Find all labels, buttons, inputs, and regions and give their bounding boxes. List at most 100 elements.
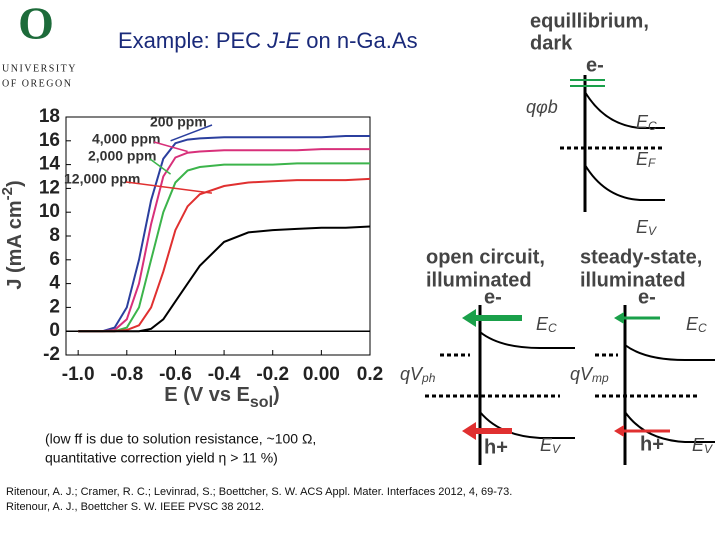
x-tick-label: -0.6 [159, 364, 192, 385]
title-part: J-E [266, 28, 300, 53]
label-part: E [692, 435, 705, 455]
label-arrow [153, 141, 188, 153]
series-line [78, 177, 371, 333]
band-label: EF [636, 149, 656, 170]
reference: Ritenour, A. J.; Cramer, R. C.; Levinrad… [6, 486, 512, 498]
band-label: EV [692, 435, 713, 456]
logo-letter: O [18, 0, 54, 49]
logo-line: OF OREGON [2, 78, 72, 89]
diagram-title: illuminated [426, 269, 532, 291]
x-tick-label: -0.8 [110, 364, 143, 385]
diagram-title: dark [530, 32, 573, 54]
x-tick-label: 0.2 [357, 364, 383, 385]
series-label: 2,000 ppm [88, 148, 156, 164]
label-part: V [648, 224, 657, 238]
series-line [78, 225, 371, 333]
y-tick-label: 6 [49, 249, 60, 270]
carrier-label: e- [586, 54, 604, 76]
y-tick-label: 8 [49, 225, 60, 246]
band-label: EV [636, 217, 657, 238]
label-part: mp [592, 371, 609, 385]
series-line [78, 162, 370, 333]
logo-line: UNIVERSITY [2, 63, 77, 74]
band-edge [584, 91, 665, 129]
band-label: qφb [526, 97, 558, 117]
x-tick-label: 0.00 [303, 364, 340, 385]
series-line [78, 135, 370, 333]
y-tick-label: 0 [49, 320, 60, 341]
title-part: on n-Ga.As [300, 28, 417, 53]
series-line [78, 148, 370, 333]
carrier-label: h+ [640, 433, 664, 455]
label-part: E [540, 435, 553, 455]
band-diagram: open circuit, illuminated e- EC qVph h+ … [400, 246, 575, 465]
band-label: EC [536, 314, 557, 335]
x-tick-label: -0.4 [208, 364, 241, 385]
label-part: E (V vs E [164, 384, 250, 406]
arrow-head [614, 425, 624, 437]
band-diagram: steady-state, illuminated e- EC qVmp h+ … [570, 246, 715, 465]
y-tick-label: 2 [49, 296, 60, 317]
label-part: ) [273, 384, 280, 406]
band-label: EC [636, 112, 657, 133]
band-label: qVph [400, 364, 436, 385]
series-label: 200 ppm [150, 114, 207, 130]
label-part: C [548, 321, 557, 335]
band-edge [479, 411, 575, 439]
label-part: C [698, 321, 707, 335]
series-label: 12,000 ppm [64, 171, 140, 187]
label-part: -2 [0, 187, 16, 200]
y-tick-label: 14 [39, 154, 61, 175]
title: Example: PEC J-E on n-Ga.As [118, 28, 418, 53]
band-edge [479, 331, 575, 349]
carrier-label: h+ [484, 436, 508, 458]
band-edge [624, 411, 715, 443]
label-part: F [648, 156, 656, 170]
diagram-title: steady-state, [580, 246, 702, 268]
note: quantitative correction yield η > 11 %) [45, 450, 278, 466]
y-tick-label: 18 [39, 106, 60, 127]
label-part: E [686, 314, 699, 334]
note: (low ff is due to solution resistance, ~… [45, 431, 316, 447]
x-tick-label: -1.0 [62, 364, 95, 385]
label-part: qV [400, 364, 424, 384]
diagram-title: equillibrium, [530, 10, 649, 32]
band-edge [584, 164, 665, 201]
arrow-head [462, 422, 476, 440]
x-tick-label: -0.2 [256, 364, 289, 385]
arrow-head [614, 312, 624, 324]
label-part: E [636, 217, 649, 237]
y-tick-label: -2 [43, 344, 60, 365]
label-part: E [636, 149, 649, 169]
arrow-head [462, 309, 476, 327]
band-label: qVmp [570, 364, 609, 385]
y-tick-label: 10 [39, 201, 60, 222]
label-part: C [648, 119, 657, 133]
y-tick-label: 16 [39, 130, 60, 151]
y-tick-label: 12 [39, 177, 60, 198]
label-part: ph [421, 371, 436, 385]
label-part: V [552, 442, 561, 456]
diagram-title: illuminated [580, 269, 686, 291]
label-arrow [149, 158, 172, 175]
y-tick-label: 4 [49, 273, 60, 294]
band-edge [624, 344, 715, 361]
band-diagram: equillibrium, dark e- qφb EC EF EV [526, 10, 665, 238]
label-part: V [704, 442, 713, 456]
carrier-label: e- [638, 286, 656, 308]
label-arrow [170, 124, 213, 142]
label-part: E [636, 112, 649, 132]
label-arrow [125, 181, 213, 194]
x-axis-label: E (V vs Esol) [164, 384, 279, 411]
label-part: E [536, 314, 549, 334]
series-label: 4,000 ppm [92, 131, 160, 147]
band-label: EC [686, 314, 707, 335]
y-axis-label: J (mA cm-2) [0, 180, 26, 289]
title-part: Example: PEC [118, 28, 267, 53]
label-part: qV [570, 364, 594, 384]
reference: Ritenour, A. J., Boettcher S. W. IEEE PV… [6, 501, 264, 513]
label-part: sol [250, 394, 273, 411]
